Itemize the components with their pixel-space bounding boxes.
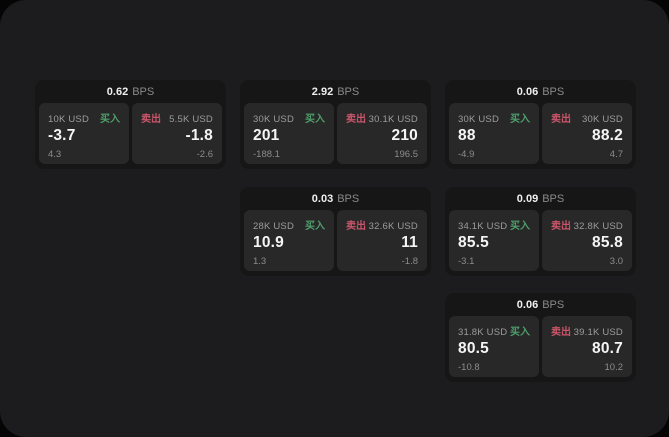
sell-panel[interactable]: 卖出 30.1K USD 210 196.5	[337, 103, 427, 164]
bps-unit-label: BPS	[337, 85, 360, 98]
buy-amount: 28K USD	[253, 221, 295, 232]
quote-card: 0.03 BPS 28K USD 买入 10.9 1.3 卖出 32.6K US…	[240, 187, 431, 276]
spread-header: 0.09 BPS	[445, 187, 636, 210]
sell-panel[interactable]: 卖出 30K USD 88.2 4.7	[542, 103, 632, 164]
quote-card: 0.62 BPS 10K USD 买入 -3.7 4.3 卖出 5.5K USD…	[35, 80, 226, 169]
buy-amount: 10K USD	[48, 114, 90, 125]
spread-value: 2.92	[311, 85, 334, 98]
spread-header: 0.62 BPS	[35, 80, 226, 103]
quote-card: 2.92 BPS 30K USD 买入 201 -188.1 卖出 30.1K …	[240, 80, 431, 169]
sell-panel[interactable]: 卖出 39.1K USD 80.7 10.2	[542, 316, 632, 377]
sell-amount: 39.1K USD	[573, 327, 623, 338]
sell-delta: 196.5	[394, 149, 418, 160]
buy-side-label: 买入	[510, 114, 530, 125]
bps-unit-label: BPS	[542, 192, 565, 205]
bps-unit-label: BPS	[337, 192, 360, 205]
sell-side-label: 卖出	[346, 221, 366, 232]
buy-delta: 1.3	[253, 256, 267, 267]
buy-delta: -3.1	[458, 256, 475, 267]
sell-panel[interactable]: 卖出 5.5K USD -1.8 -2.6	[132, 103, 222, 164]
sell-side-label: 卖出	[551, 221, 571, 232]
sell-panel[interactable]: 卖出 32.6K USD 11 -1.8	[337, 210, 427, 271]
sell-delta: 4.7	[609, 149, 623, 160]
buy-amount: 30K USD	[253, 114, 295, 125]
buy-amount: 34.1K USD	[458, 221, 508, 232]
sell-side-label: 卖出	[141, 114, 161, 125]
spread-value: 0.09	[516, 192, 539, 205]
sell-side-label: 卖出	[346, 114, 366, 125]
sell-price: 80.7	[592, 340, 623, 357]
quote-card: 0.09 BPS 34.1K USD 买入 85.5 -3.1 卖出 32.8K…	[445, 187, 636, 276]
buy-delta: 4.3	[48, 149, 62, 160]
sell-price: 85.8	[592, 234, 623, 251]
buy-side-label: 买入	[100, 114, 120, 125]
buy-price: 201	[253, 127, 280, 144]
spread-value: 0.62	[106, 85, 129, 98]
sell-panel[interactable]: 卖出 32.8K USD 85.8 3.0	[542, 210, 632, 271]
buy-side-label: 买入	[510, 221, 530, 232]
buy-side-label: 买入	[305, 221, 325, 232]
spread-header: 0.03 BPS	[240, 187, 431, 210]
sell-side-label: 卖出	[551, 327, 571, 338]
buy-panel[interactable]: 30K USD 买入 201 -188.1	[244, 103, 334, 164]
buy-panel[interactable]: 28K USD 买入 10.9 1.3	[244, 210, 334, 271]
spread-header: 0.06 BPS	[445, 293, 636, 316]
buy-panel[interactable]: 10K USD 买入 -3.7 4.3	[39, 103, 129, 164]
buy-price: 88	[458, 127, 476, 144]
buy-panel[interactable]: 34.1K USD 买入 85.5 -3.1	[449, 210, 539, 271]
spread-header: 2.92 BPS	[240, 80, 431, 103]
spread-header: 0.06 BPS	[445, 80, 636, 103]
buy-amount: 30K USD	[458, 114, 500, 125]
sell-amount: 32.6K USD	[368, 221, 418, 232]
buy-price: 10.9	[253, 234, 284, 251]
sell-delta: -1.8	[401, 256, 418, 267]
buy-price: 85.5	[458, 234, 489, 251]
sell-amount: 30.1K USD	[368, 114, 418, 125]
sell-amount: 5.5K USD	[169, 114, 213, 125]
buy-panel[interactable]: 30K USD 买入 88 -4.9	[449, 103, 539, 164]
spread-value: 0.03	[311, 192, 334, 205]
buy-panel[interactable]: 31.8K USD 买入 80.5 -10.8	[449, 316, 539, 377]
buy-delta: -10.8	[458, 362, 480, 373]
buy-amount: 31.8K USD	[458, 327, 508, 338]
sell-delta: -2.6	[196, 149, 213, 160]
spread-value: 0.06	[516, 85, 539, 98]
buy-price: 80.5	[458, 340, 489, 357]
quote-card: 0.06 BPS 31.8K USD 买入 80.5 -10.8 卖出 39.1…	[445, 293, 636, 382]
sell-delta: 10.2	[604, 362, 624, 373]
bps-unit-label: BPS	[542, 298, 565, 311]
buy-side-label: 买入	[510, 327, 530, 338]
sell-price: 210	[391, 127, 418, 144]
buy-delta: -188.1	[253, 149, 280, 160]
sell-price: 88.2	[592, 127, 623, 144]
quote-card: 0.06 BPS 30K USD 买入 88 -4.9 卖出 30K USD 8…	[445, 80, 636, 169]
sell-amount: 32.8K USD	[573, 221, 623, 232]
sell-price: -1.8	[185, 127, 213, 144]
sell-delta: 3.0	[609, 256, 623, 267]
buy-price: -3.7	[48, 127, 76, 144]
bps-unit-label: BPS	[132, 85, 155, 98]
spread-value: 0.06	[516, 298, 539, 311]
buy-delta: -4.9	[458, 149, 475, 160]
sell-price: 11	[401, 234, 418, 251]
sell-amount: 30K USD	[581, 114, 623, 125]
buy-side-label: 买入	[305, 114, 325, 125]
bps-unit-label: BPS	[542, 85, 565, 98]
sell-side-label: 卖出	[551, 114, 571, 125]
